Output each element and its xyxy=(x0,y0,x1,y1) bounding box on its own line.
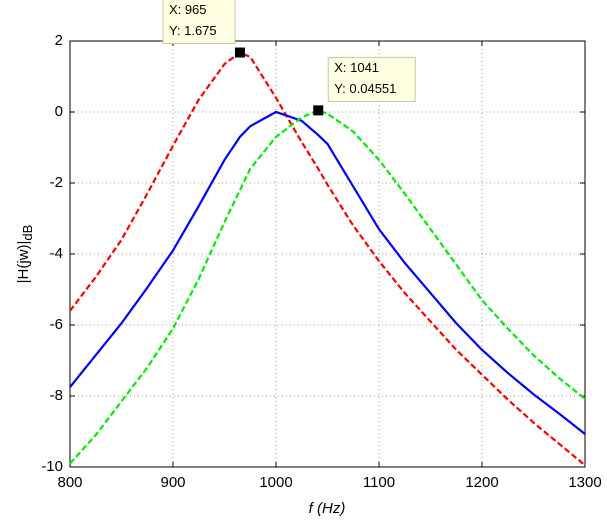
x-tick-label: 800 xyxy=(57,474,82,491)
y-tick-label: 0 xyxy=(55,103,63,120)
series-line xyxy=(69,109,586,465)
x-axis-label: f (Hz) xyxy=(309,500,346,517)
y-tick-label: -8 xyxy=(50,387,63,404)
plot-frame xyxy=(69,40,586,468)
y-tick-label: 2 xyxy=(55,32,63,49)
datatip-marker xyxy=(313,105,324,116)
datatip-box xyxy=(327,56,416,102)
x-tick-label: 1200 xyxy=(465,474,498,491)
x-tick-label: 1000 xyxy=(259,474,292,491)
datatip-text: X: 1041 xyxy=(334,60,379,75)
plot-area xyxy=(70,41,585,467)
datatip-box xyxy=(162,0,236,45)
x-tick-label: 1300 xyxy=(568,474,601,491)
datatip: X: 1041 Y: 0.04551 xyxy=(327,56,416,102)
datatip-text: X: 965 xyxy=(169,2,207,17)
y-axis-label-main: |H(jw)| xyxy=(15,241,32,284)
datatip-marker xyxy=(234,47,245,58)
series-line xyxy=(69,110,586,435)
y-tick-label: -10 xyxy=(41,458,63,475)
y-tick-label: -2 xyxy=(50,174,63,191)
datatip: X: 965 Y: 1.675 xyxy=(162,0,236,45)
series-line xyxy=(69,51,586,467)
datatip-text: Y: 1.675 xyxy=(169,23,217,38)
x-tick-label: 900 xyxy=(160,474,185,491)
y-axis-label: |H(jw)|dB xyxy=(15,225,35,284)
y-axis-label-subscript: dB xyxy=(20,225,35,241)
y-tick-label: -4 xyxy=(50,245,63,262)
x-tick-label: 1100 xyxy=(363,474,395,491)
datatip-text: Y: 0.04551 xyxy=(334,81,396,96)
y-tick-label: -6 xyxy=(50,316,63,333)
